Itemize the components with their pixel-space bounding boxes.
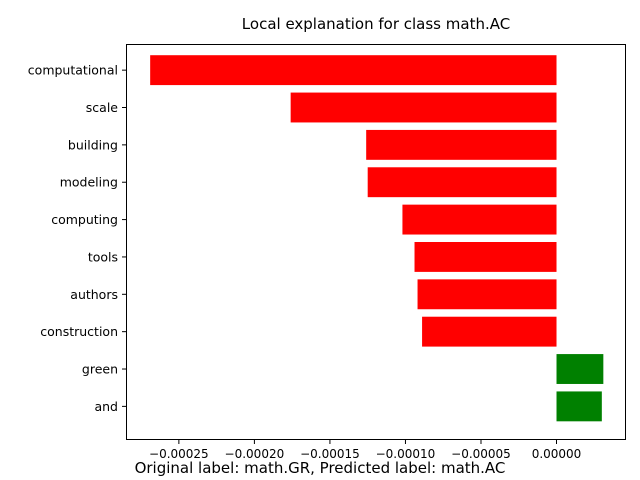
bar-construction	[422, 316, 557, 347]
y-tick-label: computational	[28, 63, 118, 78]
bar-scale	[290, 92, 557, 123]
x-tick-label: 0.00000	[532, 447, 582, 461]
y-ticks-group: computational scale building modeling comput…	[28, 63, 126, 414]
bar-building	[366, 129, 557, 160]
plot-frame	[126, 44, 626, 440]
y-tick-label: green	[82, 362, 118, 377]
y-tick-label: modeling	[60, 175, 118, 190]
x-tick-label: −0.00005	[451, 447, 511, 461]
y-tick-label: building	[68, 137, 118, 152]
y-tick-label: tools	[88, 249, 118, 264]
y-tick-label: scale	[86, 100, 119, 115]
bars-group	[150, 55, 604, 422]
chart-title: Local explanation for class math.AC	[242, 15, 510, 33]
x-tick-label: −0.00010	[376, 447, 436, 461]
bar-computing	[402, 204, 557, 235]
y-tick-label: authors	[70, 287, 118, 302]
y-tick-label: construction	[40, 324, 118, 339]
x-ticks-group: −0.00025 −0.00020 −0.00015 −0.00010 −0.00005…	[149, 440, 581, 461]
caption: Original label: math.GR, Predicted label…	[134, 459, 506, 477]
bar-modeling	[367, 167, 557, 198]
bar-and	[556, 391, 602, 422]
x-tick-label: −0.00015	[300, 447, 360, 461]
bar-computational	[150, 55, 557, 86]
y-tick-label: computing	[51, 212, 118, 227]
bar-green	[556, 354, 604, 384]
y-tick-label: and	[94, 399, 118, 414]
bar-tools	[414, 242, 557, 272]
x-tick-label: −0.00025	[149, 447, 209, 461]
x-tick-label: −0.00020	[225, 447, 285, 461]
bar-authors	[417, 279, 557, 310]
